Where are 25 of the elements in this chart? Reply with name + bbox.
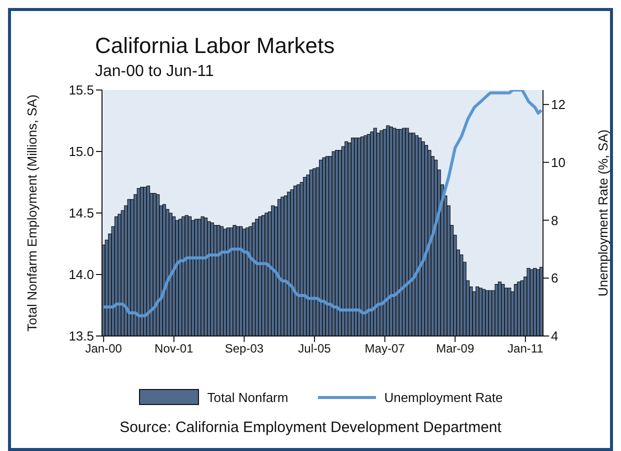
line-series bbox=[102, 90, 543, 318]
legend-label: Total Nonfarm bbox=[207, 390, 288, 404]
y-tick-label: 13.5 bbox=[68, 328, 94, 344]
x-tick-label: Nov-01 bbox=[154, 342, 194, 356]
y-tick-label: 15.0 bbox=[68, 144, 94, 160]
x-tick-label: Jan-11 bbox=[508, 342, 544, 356]
y2-tick-label: 6 bbox=[551, 270, 558, 286]
legend-label: Unemployment Rate bbox=[384, 390, 503, 404]
y-tick-label: 14.0 bbox=[68, 267, 94, 282]
x-tick-label: Jul-05 bbox=[298, 342, 332, 356]
x-tick-label: May-07 bbox=[364, 342, 406, 356]
source-note: Source: California Employment Development Department bbox=[118, 419, 502, 436]
y-tick-label: 14.5 bbox=[68, 206, 94, 221]
y-tick-label: 15.5 bbox=[68, 82, 94, 98]
y2-tick-label: 8 bbox=[551, 212, 558, 228]
y2-axis-title: Unemployment Rate (%, SA) bbox=[596, 130, 611, 296]
y-axis-title: Total Nonfarm Employment (Millions, SA) bbox=[24, 94, 40, 332]
x-tick-label: Jan-00 bbox=[85, 342, 122, 356]
y2-tick-label: 12 bbox=[551, 97, 566, 112]
y2-tick-label: 10 bbox=[551, 154, 566, 170]
chart-title: California Labor Markets bbox=[95, 33, 335, 59]
y2-tick-label: 4 bbox=[551, 328, 558, 344]
chart-subtitle: Jan-00 to Jun-11 bbox=[95, 63, 214, 81]
x-tick-label: Mar-09 bbox=[436, 342, 474, 356]
x-tick-label: Sep-03 bbox=[224, 342, 264, 356]
